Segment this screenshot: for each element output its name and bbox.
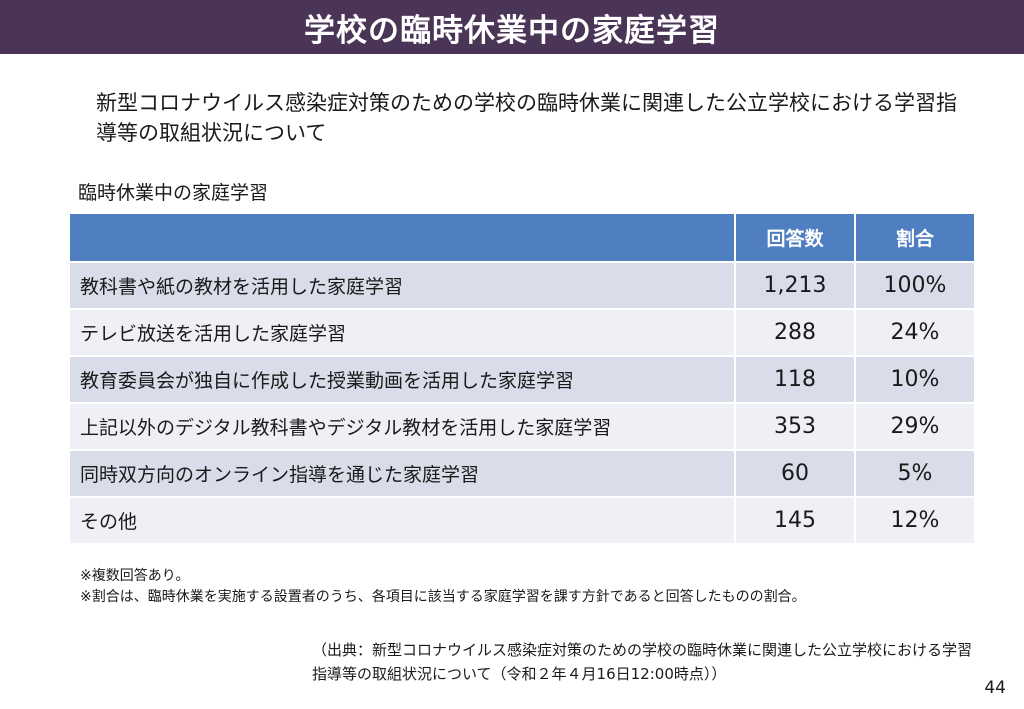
table-row: その他 145 12% [68,496,976,545]
row-ratio: 29% [854,402,976,451]
row-item-label: その他 [68,496,736,545]
table-header-row: 回答数 割合 [68,212,976,263]
table-row: 教科書や紙の教材を活用した家庭学習 1,213 100% [68,261,976,310]
table-row: 同時双方向のオンライン指導を通じた家庭学習 60 5% [68,449,976,498]
row-ratio: 100% [854,261,976,310]
footnote-ratio-definition: ※割合は、臨時休業を実施する設置者のうち、各項目に該当する家庭学習を課す方針であ… [80,589,806,605]
row-ratio: 24% [854,308,976,357]
row-ratio: 5% [854,449,976,498]
table-caption: 臨時休業中の家庭学習 [78,182,269,204]
title-banner: 学校の臨時休業中の家庭学習 [0,0,1024,54]
footnote-multiple-answers: ※複数回答あり。 [80,568,190,584]
table-row: 教育委員会が独自に作成した授業動画を活用した家庭学習 118 10% [68,355,976,404]
column-header-count: 回答数 [734,212,856,263]
column-header-ratio: 割合 [854,212,976,263]
document-subtitle: 新型コロナウイルス感染症対策のための学校の臨時休業に関連した公立学校における学習… [96,91,957,145]
row-count: 1,213 [734,261,856,310]
table-row: 上記以外のデジタル教科書やデジタル教材を活用した家庭学習 353 29% [68,402,976,451]
row-count: 145 [734,496,856,545]
row-count: 288 [734,308,856,357]
page-title: 学校の臨時休業中の家庭学習 [304,12,720,49]
source-citation: （出典：新型コロナウイルス感染症対策のための学校の臨時休業に関連した公立学校にお… [312,641,973,683]
row-item-label: 教科書や紙の教材を活用した家庭学習 [68,261,736,310]
row-ratio: 12% [854,496,976,545]
home-learning-table: 回答数 割合 教科書や紙の教材を活用した家庭学習 1,213 100% テレビ放… [68,212,976,545]
row-item-label: 上記以外のデジタル教科書やデジタル教材を活用した家庭学習 [68,402,736,451]
row-item-label: テレビ放送を活用した家庭学習 [68,308,736,357]
footnotes: ※複数回答あり。 ※割合は、臨時休業を実施する設置者のうち、各項目に該当する家庭… [80,566,806,608]
column-header-item [68,212,736,263]
row-item-label: 教育委員会が独自に作成した授業動画を活用した家庭学習 [68,355,736,404]
row-ratio: 10% [854,355,976,404]
row-count: 118 [734,355,856,404]
page-number: 44 [984,678,1006,698]
row-count: 353 [734,402,856,451]
row-item-label: 同時双方向のオンライン指導を通じた家庭学習 [68,449,736,498]
row-count: 60 [734,449,856,498]
table-row: テレビ放送を活用した家庭学習 288 24% [68,308,976,357]
